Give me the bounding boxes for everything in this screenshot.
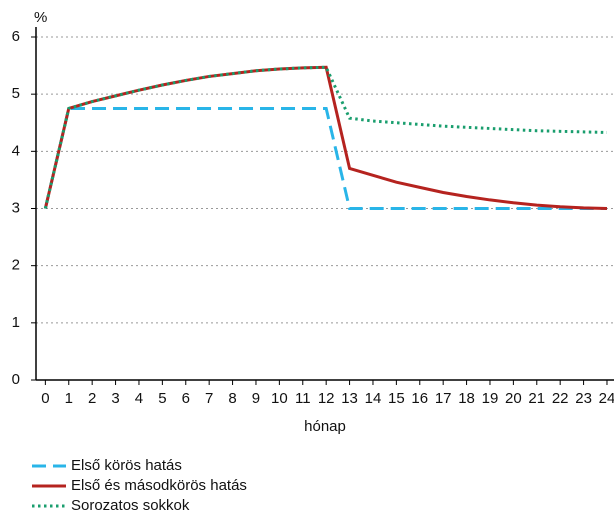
line-series (43, 106, 607, 210)
x-tick-label: 24 (599, 390, 614, 407)
x-tick-label: 10 (271, 390, 288, 407)
line-series (43, 65, 608, 209)
y-tick-label: 1 (12, 314, 20, 331)
x-tick-label: 9 (252, 390, 260, 407)
y-unit: % (34, 9, 47, 26)
y-tick-label: 5 (12, 85, 20, 102)
y-tick-label: 4 (12, 142, 20, 159)
x-tick-label: 3 (111, 390, 119, 407)
x-tick-label: 0 (41, 390, 49, 407)
y-tick-label: 3 (12, 199, 20, 216)
x-axis-label: hónap (304, 418, 346, 435)
x-tick-label: 18 (458, 390, 475, 407)
x-tick-label: 14 (365, 390, 382, 407)
x-tick-label: 22 (552, 390, 569, 407)
x-tick-label: 23 (575, 390, 592, 407)
x-tick-label: 17 (435, 390, 452, 407)
x-tick-label: 15 (388, 390, 405, 407)
line-series (43, 65, 608, 210)
x-tick-label: 13 (341, 390, 358, 407)
y-tick-label: 2 (12, 257, 20, 274)
x-tick-label: 16 (411, 390, 428, 407)
x-tick-label: 11 (295, 390, 311, 407)
x-tick-label: 21 (528, 390, 545, 407)
x-tick-label: 2 (88, 390, 96, 407)
x-tick-label: 4 (135, 390, 143, 407)
x-tick-label: 7 (205, 390, 213, 407)
legend-label: Első és másodkörös hatás (71, 477, 247, 494)
legend-label: Sorozatos sokkok (71, 497, 190, 514)
x-tick-label: 8 (228, 390, 236, 407)
y-tick-label: 0 (12, 371, 20, 388)
x-tick-label: 19 (482, 390, 499, 407)
y-tick-label: 6 (12, 28, 20, 45)
legend-label: Első körös hatás (71, 457, 182, 474)
x-tick-label: 12 (318, 390, 335, 407)
x-tick-label: 5 (158, 390, 166, 407)
x-tick-label: 6 (182, 390, 190, 407)
x-tick-label: 1 (65, 390, 73, 407)
x-tick-label: 20 (505, 390, 522, 407)
